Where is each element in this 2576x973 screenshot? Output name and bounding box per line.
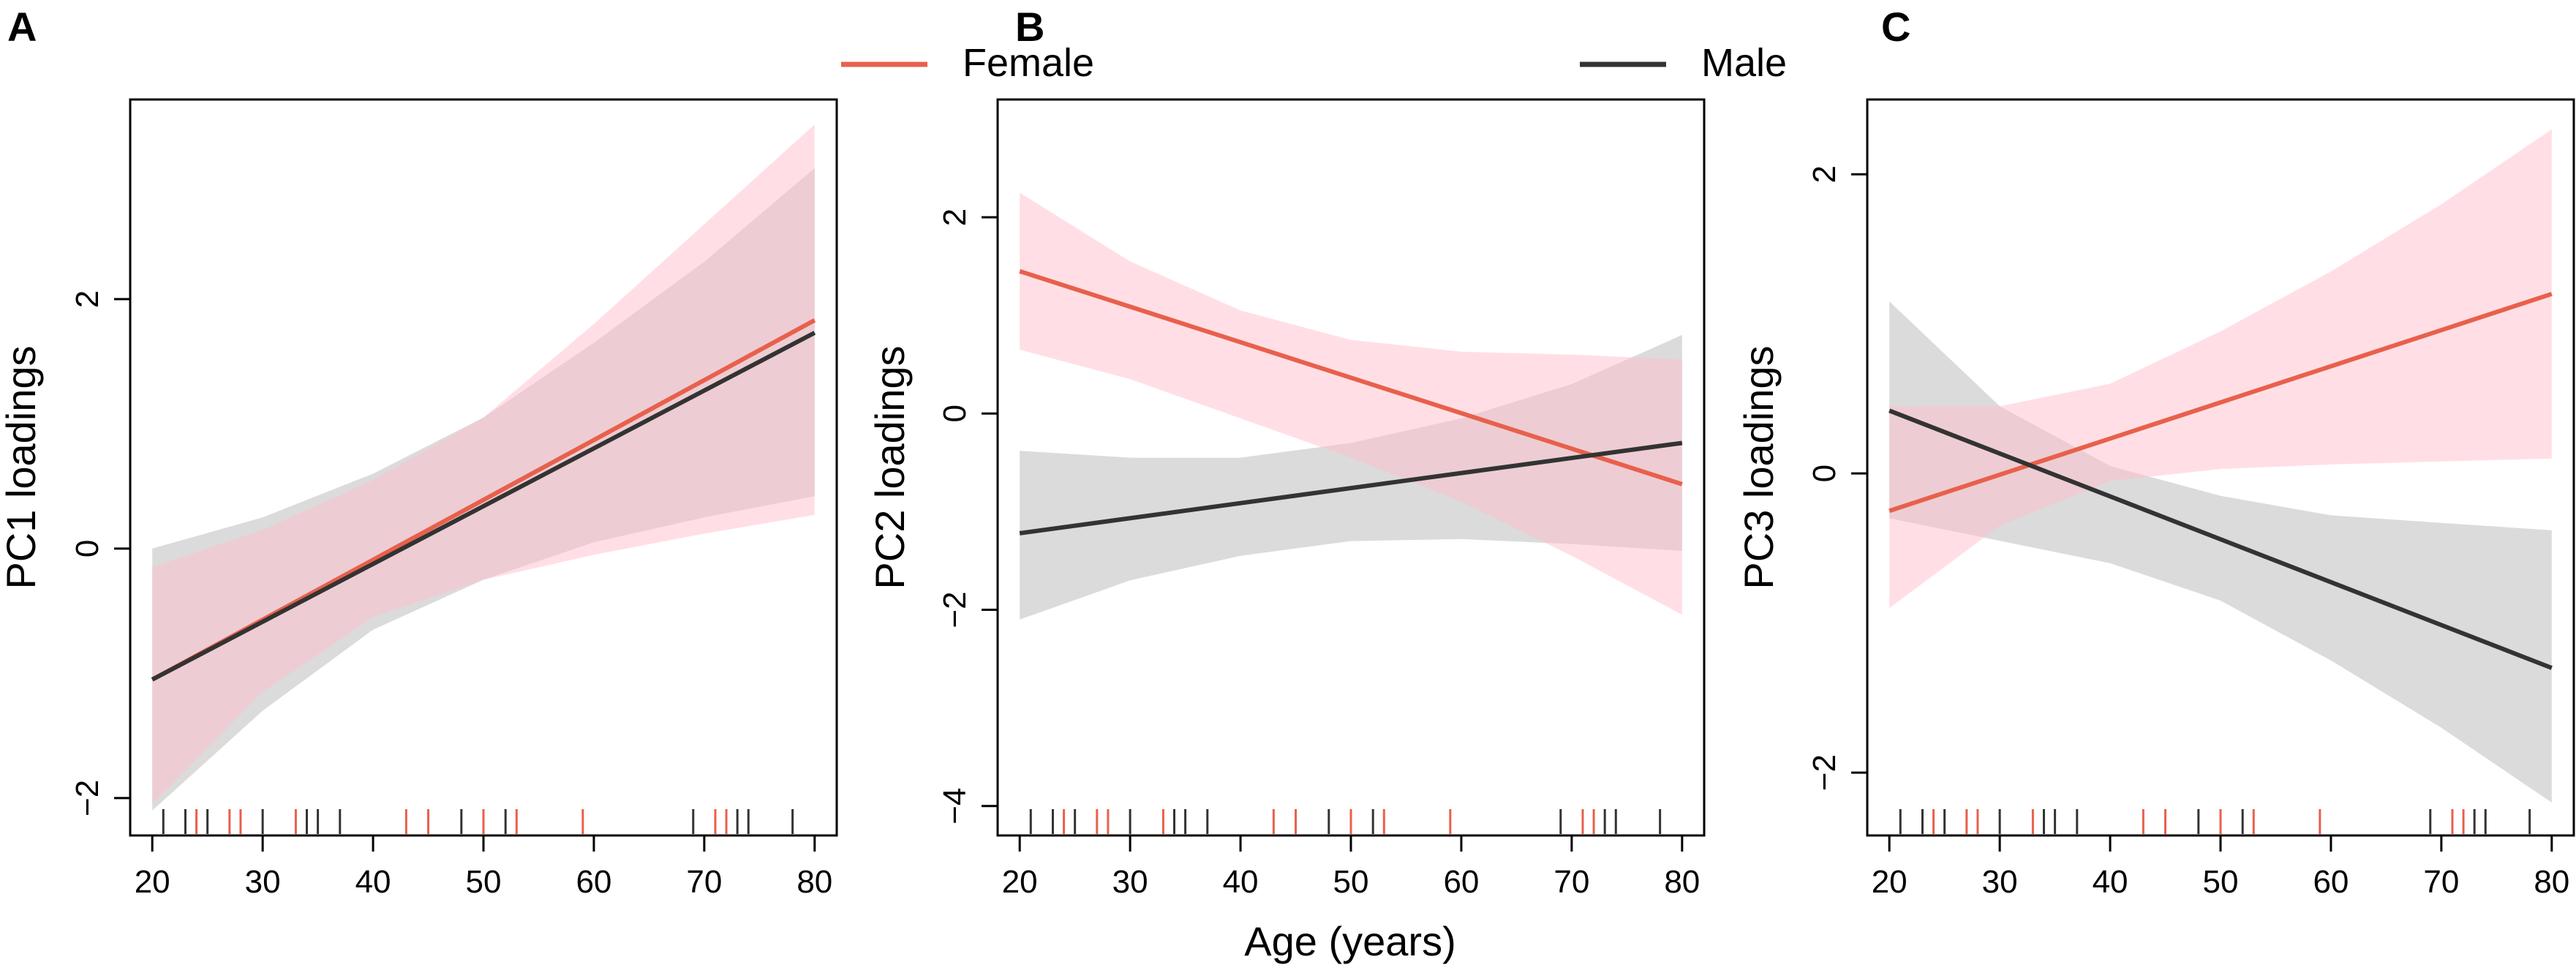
fit-line-female-c — [1888, 291, 2553, 514]
x-tick-label-b: 20 — [1002, 864, 1038, 900]
x-tick-label-b: 30 — [1112, 864, 1148, 900]
y-tick-label-b: −2 — [937, 591, 973, 628]
x-tick-label-c: 50 — [2203, 864, 2239, 900]
panel-letter-c: C — [1881, 4, 1910, 50]
y-tick-label-c: −2 — [1807, 754, 1842, 791]
y-axis-label-a: PC1 loadings — [0, 345, 44, 589]
fit-line-male-b — [1019, 440, 1683, 536]
y-tick-label-c: 2 — [1807, 165, 1842, 183]
x-tick-label-b: 80 — [1664, 864, 1700, 900]
legend: Female Male — [841, 41, 1787, 85]
ci-band-female-a — [152, 124, 815, 805]
x-tick-label-b: 50 — [1333, 864, 1369, 900]
y-axis-b: −4 −2 0 2 — [937, 209, 999, 824]
plot-marks-c — [1888, 129, 2553, 834]
x-tick-label-b: 70 — [1553, 864, 1589, 900]
plot-marks-b — [1019, 192, 1683, 834]
x-tick-label-a: 40 — [355, 864, 391, 900]
x-axis-b: 20 30 40 50 60 70 80 — [1002, 834, 1700, 900]
x-tick-label-c: 70 — [2423, 864, 2459, 900]
y-tick-label-a: 0 — [69, 540, 105, 557]
legend-female-label: Female — [963, 41, 1094, 85]
x-tick-label-a: 70 — [686, 864, 722, 900]
legend-male-label: Male — [1701, 41, 1787, 85]
fit-line-male-c — [1888, 408, 2553, 670]
plot-marks-a — [151, 124, 816, 834]
x-tick-label-a: 80 — [796, 864, 832, 900]
panel-b: B 20 30 40 50 60 70 80 −4 −2 0 2 PC2 loadings — [867, 4, 1706, 900]
x-tick-label-a: 60 — [576, 864, 611, 900]
x-tick-label-b: 60 — [1443, 864, 1479, 900]
y-tick-label-b: 0 — [937, 405, 973, 422]
y-tick-label-a: −2 — [69, 780, 105, 816]
x-tick-label-b: 40 — [1223, 864, 1259, 900]
ci-band-female-c — [1889, 129, 2552, 609]
y-axis-a: −2 0 2 — [69, 290, 132, 816]
ci-band-male-c — [1889, 301, 2552, 803]
x-tick-label-c: 80 — [2534, 864, 2569, 900]
panel-c: C 20 30 40 50 60 70 80 −2 0 2 PC3 loadings — [1736, 4, 2575, 900]
y-axis-label-b: PC2 loadings — [867, 345, 913, 589]
y-tick-label-b: −4 — [937, 788, 973, 824]
x-tick-label-c: 60 — [2313, 864, 2349, 900]
x-axis-label: Age (years) — [1244, 918, 1455, 964]
x-tick-label-c: 20 — [1872, 864, 1907, 900]
x-axis-c: 20 30 40 50 60 70 80 — [1872, 834, 2569, 900]
x-tick-label-a: 30 — [245, 864, 281, 900]
x-tick-label-c: 30 — [1982, 864, 2018, 900]
y-tick-label-a: 2 — [69, 290, 105, 308]
panel-a: A 20 30 40 50 60 70 80 −2 0 2 PC1 loadings — [0, 4, 838, 900]
y-axis-label-c: PC3 loadings — [1736, 345, 1782, 589]
ci-band-female-b — [1020, 192, 1682, 615]
x-tick-label-a: 20 — [135, 864, 170, 900]
y-tick-label-c: 0 — [1807, 465, 1842, 482]
x-axis-a: 20 30 40 50 60 70 80 — [135, 834, 832, 900]
x-tick-label-c: 40 — [2093, 864, 2128, 900]
y-axis-c: −2 0 2 — [1807, 165, 1869, 791]
panel-letter-b: B — [1015, 4, 1044, 50]
fit-line-male-a — [151, 331, 816, 682]
y-tick-label-b: 2 — [937, 209, 973, 226]
fit-line-female-b — [1019, 268, 1683, 487]
panel-letter-a: A — [7, 4, 37, 50]
x-tick-label-a: 50 — [466, 864, 502, 900]
